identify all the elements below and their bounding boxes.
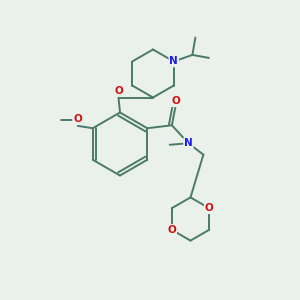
Text: O: O bbox=[205, 203, 214, 213]
Text: O: O bbox=[73, 114, 82, 124]
Text: N: N bbox=[169, 56, 178, 67]
Text: N: N bbox=[184, 138, 193, 148]
Text: O: O bbox=[114, 86, 123, 96]
Text: O: O bbox=[167, 225, 176, 235]
Text: O: O bbox=[171, 96, 180, 106]
